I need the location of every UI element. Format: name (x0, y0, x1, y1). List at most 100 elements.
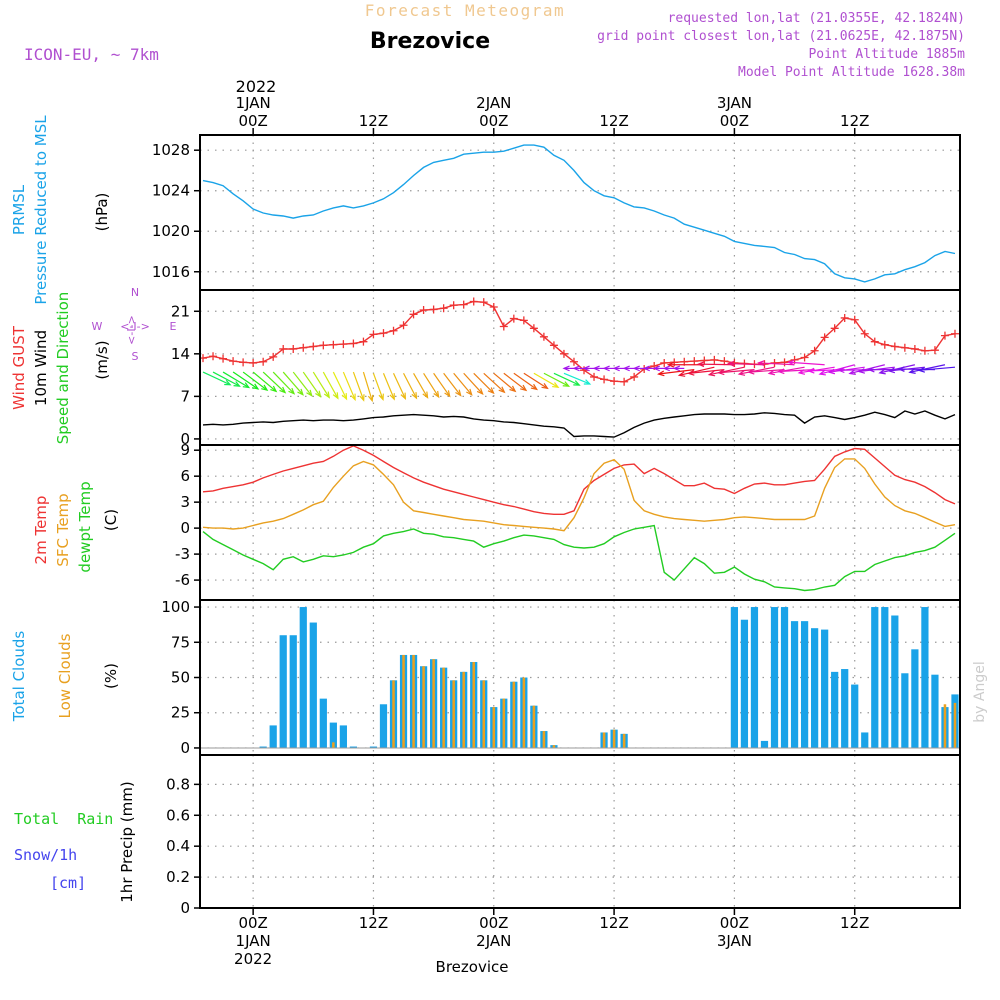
clouds-panel: 0 25 50 75 100 (161, 598, 961, 757)
wind-arrow (473, 372, 494, 394)
dewpt-temp-line (202, 524, 956, 592)
gust-label: Wind GUST (10, 325, 28, 410)
pressure-label-long: Pressure Reduced to MSL (32, 115, 50, 305)
gust-marker (429, 305, 438, 314)
wind-arrow-head (315, 390, 322, 398)
wind-arrow-head (757, 360, 765, 367)
total-clouds-bar (901, 673, 909, 748)
wind-arrow (352, 371, 365, 401)
model-altitude: Model Point Altitude 1628.38m (738, 65, 965, 80)
total-clouds-bar (881, 607, 889, 748)
wind-arrow (282, 371, 304, 396)
wind-arrow (202, 371, 231, 386)
wind-arrow (739, 366, 775, 375)
wind-arrow-head (807, 367, 815, 374)
wind-arrow-head (717, 369, 725, 376)
gust-marker (770, 358, 779, 367)
wind-unit: (m/s) (93, 340, 111, 379)
wind-arrow-head (350, 393, 356, 402)
wind-arrow-head (726, 360, 735, 367)
wind-arrow (242, 371, 268, 391)
header: Forecast Meteogram Brezovice ICON-EU, ~ … (24, 1, 965, 96)
wind-arrow (849, 364, 885, 375)
time-label-top: 12Z (359, 112, 388, 130)
wind-arrow-head (572, 365, 580, 372)
wind-arrow (342, 371, 356, 400)
wind-arrow-head (707, 370, 716, 377)
wind-arrow (503, 372, 527, 391)
wind-arrow (252, 371, 277, 392)
wind-arrow-head (787, 359, 795, 366)
gust-marker (610, 377, 619, 386)
wind-arrow (543, 372, 570, 387)
total-clouds-bar (309, 622, 317, 748)
snow-label: Snow/1h (14, 846, 77, 864)
total-clouds-bar (851, 684, 859, 748)
wind-arrow-head (827, 368, 836, 375)
wind-ytick-label: 14 (171, 345, 190, 363)
gust-marker (720, 357, 729, 366)
wind-arrow (262, 371, 286, 393)
wind-arrow (312, 371, 330, 398)
wind-arrow-head (476, 388, 484, 396)
wind-arrow (698, 363, 735, 366)
gust-marker (349, 339, 358, 348)
compass-e: E (170, 320, 177, 333)
wind-arrow (222, 371, 250, 389)
gust-marker (870, 337, 879, 346)
time-label-top: 00Z (720, 112, 749, 130)
total-clouds-bar (750, 607, 759, 748)
gust-marker (299, 343, 308, 352)
total-clouds-bar (269, 725, 277, 748)
wind-arrow-head (602, 365, 610, 372)
prmsl-line (202, 144, 956, 283)
total-clouds-bar (911, 649, 919, 748)
total-clouds-bar (730, 607, 739, 748)
gust-marker (489, 303, 498, 312)
gust-marker (539, 332, 548, 341)
time-label-bottom: 2JAN (476, 932, 511, 950)
gust-marker (850, 315, 859, 324)
pressure-unit: (hPa) (93, 193, 111, 232)
gust-marker (329, 340, 338, 349)
wind-arrow (483, 372, 505, 393)
total-clouds-label: Total Clouds (10, 631, 28, 723)
gust-marker (509, 314, 518, 323)
low-clouds-bar (492, 707, 496, 748)
banner-title: Forecast Meteogram (365, 1, 565, 20)
total-clouds-bar (831, 671, 839, 748)
time-label-top: 2JAN (476, 94, 511, 112)
time-label-top: 12Z (599, 112, 628, 130)
wind-arrow-head (672, 365, 681, 372)
wind-arrow (769, 366, 805, 375)
gust-marker (479, 298, 488, 307)
gust-marker (459, 300, 468, 309)
total-clouds-bar (279, 635, 287, 748)
temperature-ytick-label: 9 (180, 441, 190, 459)
grid-point-coords: grid point closest lon,lat (21.0625E, 42… (597, 29, 965, 44)
wind-arrow-head (332, 392, 339, 400)
low-clouds-bar (332, 742, 335, 748)
wind-arrow-head (422, 391, 429, 399)
wind-arrow-head (666, 361, 675, 368)
wind-arrow (372, 373, 384, 400)
wind-arrow (232, 371, 259, 390)
low-clouds-bar (552, 745, 556, 748)
snow-unit-label: [cm] (50, 874, 86, 892)
watermark: by Angel (972, 661, 988, 722)
total-clouds-bar (921, 607, 929, 748)
total-clouds-bar (891, 615, 899, 748)
total-clouds-bar (841, 669, 849, 748)
time-label-bottom: 2022 (234, 950, 272, 968)
wind-arrow (909, 364, 946, 373)
wind-arrow (563, 372, 591, 385)
wind-arrow-head (632, 365, 640, 372)
wind-arrow (819, 364, 855, 375)
total-clouds-bar (740, 619, 749, 748)
wind-arrow-head (389, 393, 395, 401)
gust-marker (630, 372, 639, 381)
wind-label: 10m Wind (32, 330, 50, 406)
wind-arrow-head (848, 369, 856, 375)
